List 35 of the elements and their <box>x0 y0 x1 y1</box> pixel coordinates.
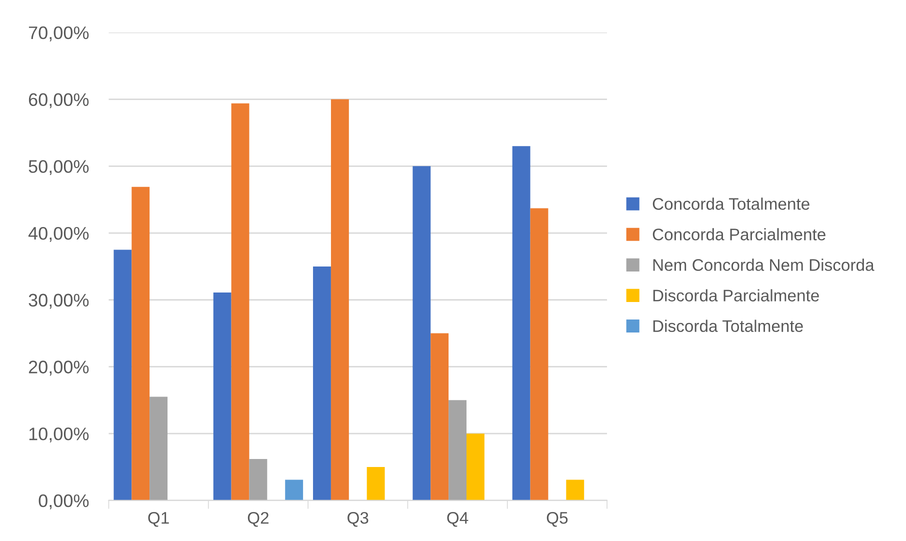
x-tick-label: Q2 <box>248 512 268 527</box>
bar <box>132 186 150 500</box>
legend-label: Concorda Parcialmente <box>652 228 826 240</box>
bar <box>566 480 584 500</box>
bar <box>249 458 268 500</box>
bar <box>530 208 548 500</box>
bar <box>430 333 449 500</box>
y-tick-label: 60,00% <box>28 93 89 108</box>
y-tick-label: 50,00% <box>28 160 89 176</box>
bar <box>366 467 385 500</box>
legend-label: Discorda Parcialmente <box>653 289 819 302</box>
bar <box>114 250 132 500</box>
bar <box>313 266 331 500</box>
bar <box>412 166 431 500</box>
legend-label: Nem Concorda Nem Discorda <box>653 258 874 271</box>
bar <box>213 292 232 500</box>
x-tick-label: Q3 <box>348 512 368 527</box>
y-tick-label: 30,00% <box>28 294 89 309</box>
x-tick-label: Q1 <box>148 512 169 527</box>
bar <box>150 396 168 500</box>
x-tick-label: Q4 <box>447 512 468 527</box>
y-tick-label: 10,00% <box>29 428 89 442</box>
bar <box>466 434 484 500</box>
x-tick-label: Q5 <box>546 512 568 527</box>
legend-label: Discorda Totalmente <box>653 320 803 332</box>
y-tick-label: 40,00% <box>28 226 89 242</box>
y-tick-label: 0,00% <box>38 494 89 510</box>
y-tick-label: 70,00% <box>28 26 89 42</box>
legend-label: Concorda Totalmente <box>652 198 810 210</box>
bar <box>448 400 466 500</box>
bar <box>512 146 530 500</box>
bar <box>231 103 250 500</box>
bar <box>285 480 304 500</box>
y-tick-label: 20,00% <box>28 360 89 376</box>
bar <box>330 99 349 500</box>
